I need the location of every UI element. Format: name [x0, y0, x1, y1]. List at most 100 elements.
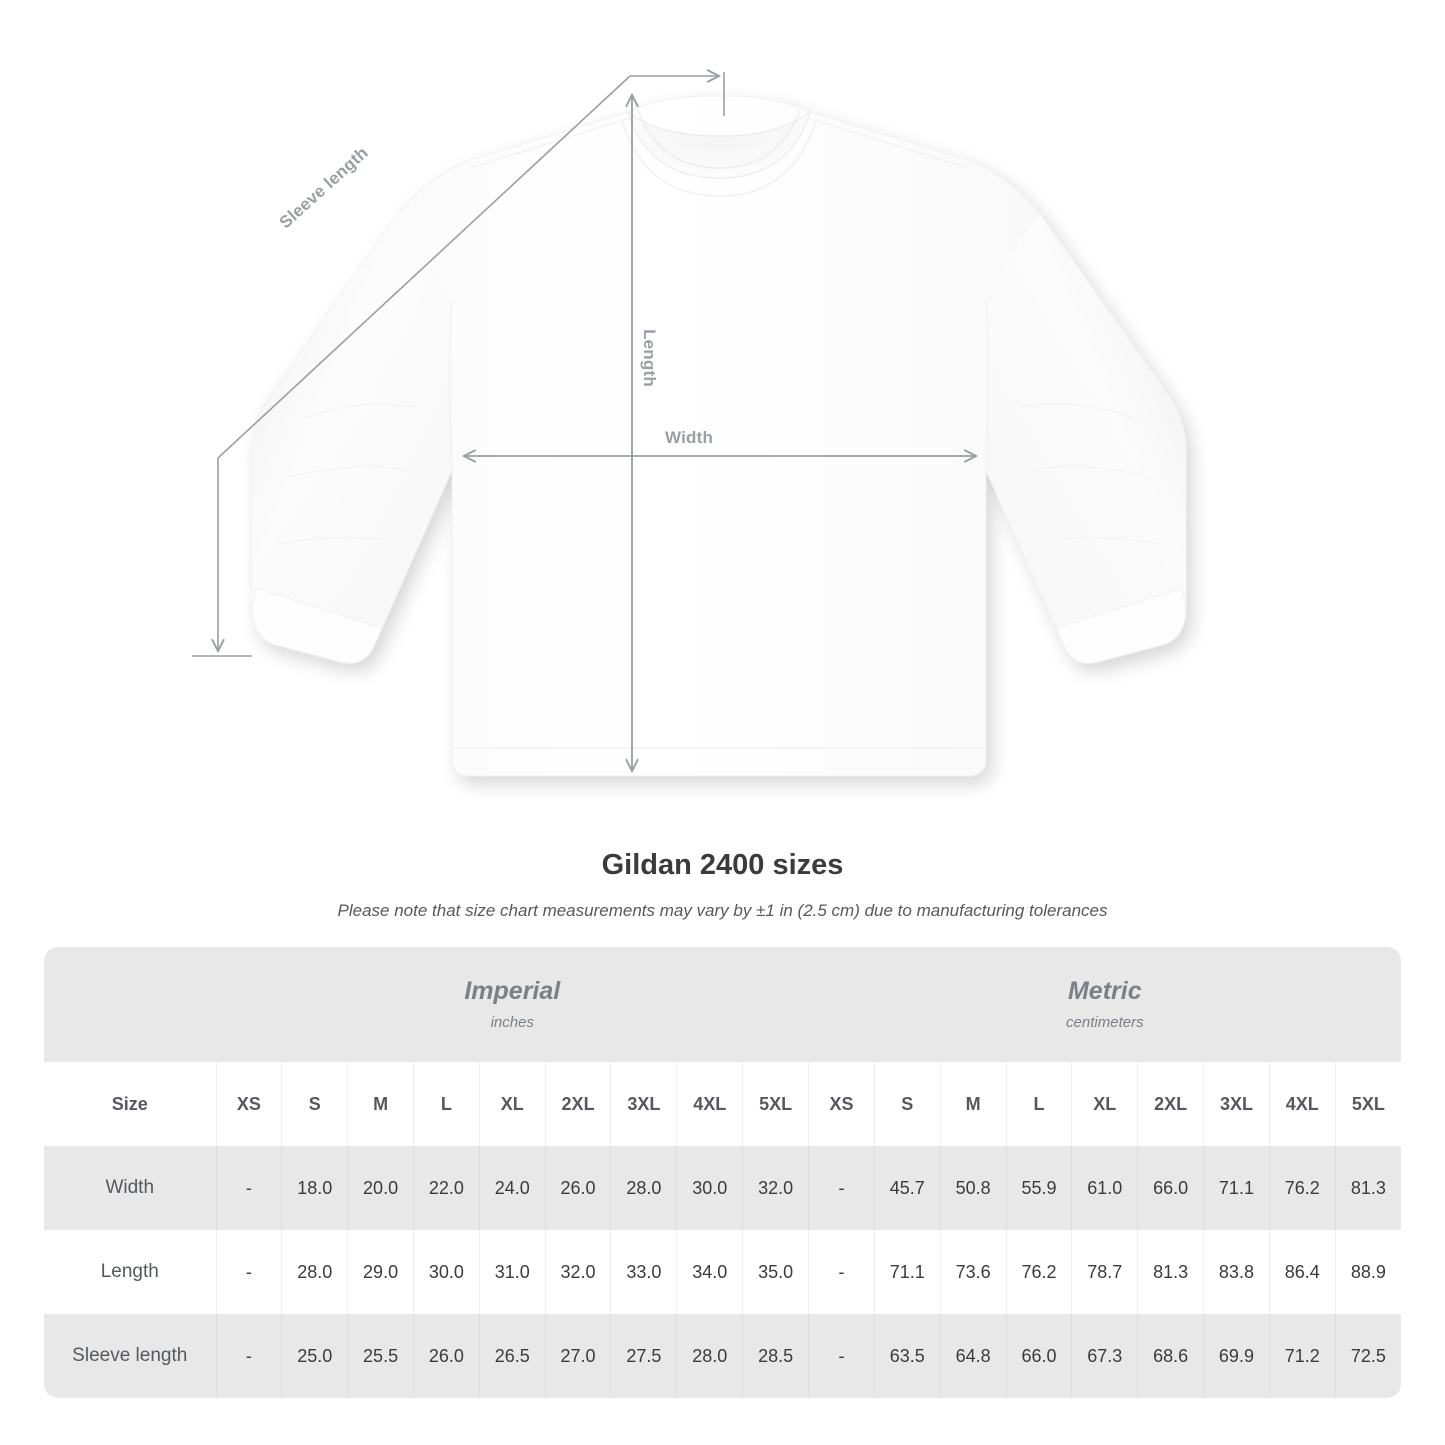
size-chart-table-wrap: Imperial inches Metric centimeters Size … — [44, 947, 1402, 1398]
size-header-cell: L — [1006, 1062, 1073, 1146]
measurement-cell: 76.2 — [1269, 1146, 1336, 1230]
measurement-cell: - — [808, 1314, 875, 1398]
size-header-cell: XS — [216, 1062, 283, 1146]
measurement-cell: 64.8 — [940, 1314, 1007, 1398]
size-header-cell: 2XL — [1137, 1062, 1205, 1146]
measurement-cell: 25.5 — [347, 1314, 414, 1398]
measurement-cell: 26.0 — [413, 1314, 480, 1398]
measurement-cell: - — [216, 1146, 283, 1230]
measurement-cell: 28.0 — [281, 1230, 349, 1314]
measurement-cell: 26.5 — [479, 1314, 546, 1398]
measurement-cell: 30.0 — [413, 1230, 480, 1314]
size-header-cell: M — [347, 1062, 414, 1146]
size-header-cell: M — [940, 1062, 1007, 1146]
measurement-cell: 31.0 — [479, 1230, 546, 1314]
measurement-cell: 71.1 — [874, 1230, 941, 1314]
size-header-cell: 4XL — [676, 1062, 744, 1146]
length-label: Length — [639, 329, 659, 387]
measurement-cell: 81.3 — [1137, 1230, 1205, 1314]
row-label: Width — [44, 1146, 217, 1230]
measurement-cell: 76.2 — [1006, 1230, 1073, 1314]
measurement-cell: - — [216, 1314, 283, 1398]
measurement-cell: 71.2 — [1269, 1314, 1336, 1398]
garment-illustration — [192, 0, 1187, 777]
measurement-cell: 68.6 — [1137, 1314, 1205, 1398]
measurement-cell: 27.0 — [545, 1314, 612, 1398]
tolerance-note: Please note that size chart measurements… — [337, 901, 1108, 920]
measurement-cell: 28.5 — [742, 1314, 810, 1398]
unit-banner-row: Imperial inches Metric centimeters — [44, 947, 1402, 1062]
measurement-lines — [192, 72, 975, 770]
measurement-cell: 78.7 — [1071, 1230, 1139, 1314]
measurement-cell: 18.0 — [281, 1146, 349, 1230]
row-label: Length — [44, 1230, 217, 1314]
sleeve-diagonal-line — [217, 75, 631, 459]
size-header-cell: S — [281, 1062, 349, 1146]
measurement-cell: 73.6 — [940, 1230, 1007, 1314]
size-header-cell: 3XL — [610, 1062, 678, 1146]
unit-sub-metric: centimeters — [1066, 1013, 1144, 1031]
measurement-cell: 83.8 — [1203, 1230, 1270, 1314]
width-label: Width — [665, 428, 714, 447]
unit-banner-spacer — [44, 947, 216, 1062]
measurement-cell: 63.5 — [874, 1314, 941, 1398]
size-header-cell: 4XL — [1269, 1062, 1336, 1146]
measurement-cell: 66.0 — [1006, 1314, 1073, 1398]
measurement-cell: 32.0 — [742, 1146, 810, 1230]
measurement-cell: 66.0 — [1137, 1146, 1205, 1230]
shirt-shape — [251, 95, 1187, 777]
measurement-cell: 81.3 — [1335, 1146, 1402, 1230]
table-row: Width -18.0 20.0 22.0 24.0 26.0 28.0 30.0 32.0-4… — [44, 1146, 1402, 1230]
page-title: Gildan 2400 sizes — [601, 849, 844, 881]
unit-name-metric: Metric — [1067, 976, 1142, 1005]
row-label: Sleeve length — [44, 1314, 217, 1398]
size-header-cell: 2XL — [545, 1062, 612, 1146]
unit-name-imperial: Imperial — [464, 976, 561, 1005]
measurement-cell: 72.5 — [1335, 1314, 1402, 1398]
measurement-cell: 33.0 — [610, 1230, 678, 1314]
measurement-cell: - — [808, 1146, 875, 1230]
measurement-cell: 88.9 — [1335, 1230, 1402, 1314]
measurement-cell: 55.9 — [1006, 1146, 1073, 1230]
size-chart-table: Imperial inches Metric centimeters Size … — [44, 947, 1402, 1398]
measurement-cell: 20.0 — [347, 1146, 414, 1230]
size-header-cell: L — [413, 1062, 480, 1146]
measurement-cell: 28.0 — [610, 1146, 678, 1230]
measurement-cell: 26.0 — [545, 1146, 612, 1230]
measurement-cell: 69.9 — [1203, 1314, 1270, 1398]
measurement-cell: 22.0 — [413, 1146, 480, 1230]
size-header-cell: S — [874, 1062, 941, 1146]
size-header-cell: XL — [479, 1062, 546, 1146]
size-header-cell: 5XL — [1335, 1062, 1402, 1146]
measurement-cell: 61.0 — [1071, 1146, 1139, 1230]
size-header-label: Size — [44, 1062, 217, 1146]
size-header-row: Size XS S M L XL 2XL 3XL 4XL 5XL XS S M L XL 2XL 3XL 4XL… — [44, 1062, 1402, 1146]
measurement-cell: 29.0 — [347, 1230, 414, 1314]
unit-sub-imperial: inches — [490, 1013, 534, 1031]
measurement-cell: 45.7 — [874, 1146, 941, 1230]
size-header-cell: 3XL — [1203, 1062, 1270, 1146]
table-row: Length -28.0 29.0 30.0 31.0 32.0 33.0 34.0 35.0-… — [44, 1230, 1402, 1314]
title-block: Gildan 2400 sizes Please note that size … — [0, 845, 1445, 923]
measurement-cell: 86.4 — [1269, 1230, 1336, 1314]
measurement-cell: 50.8 — [940, 1146, 1007, 1230]
measurement-cell: 24.0 — [479, 1146, 546, 1230]
measurement-cell: 30.0 — [676, 1146, 744, 1230]
measurement-cell: 27.5 — [610, 1314, 678, 1398]
unit-cell-imperial: Imperial inches — [216, 947, 809, 1062]
unit-cell-metric: Metric centimeters — [808, 947, 1402, 1062]
measurement-cell: 35.0 — [742, 1230, 810, 1314]
table-row: Sleeve length -25.0 25.5 26.0 26.5 27.0 27.5 28… — [44, 1314, 1402, 1398]
size-header-cell: XS — [808, 1062, 875, 1146]
measurement-cell: - — [216, 1230, 283, 1314]
size-header-cell: XL — [1071, 1062, 1139, 1146]
measurement-cell: 25.0 — [281, 1314, 349, 1398]
measurement-cell: - — [808, 1230, 875, 1314]
size-header-cell: 5XL — [742, 1062, 810, 1146]
measurement-cell: 32.0 — [545, 1230, 612, 1314]
measurement-cell: 28.0 — [676, 1314, 744, 1398]
garment-diagram: Sleeve length Length Width — [192, 0, 1187, 777]
measurement-cell: 34.0 — [676, 1230, 744, 1314]
measurement-cell: 71.1 — [1203, 1146, 1270, 1230]
measurement-cell: 67.3 — [1071, 1314, 1139, 1398]
